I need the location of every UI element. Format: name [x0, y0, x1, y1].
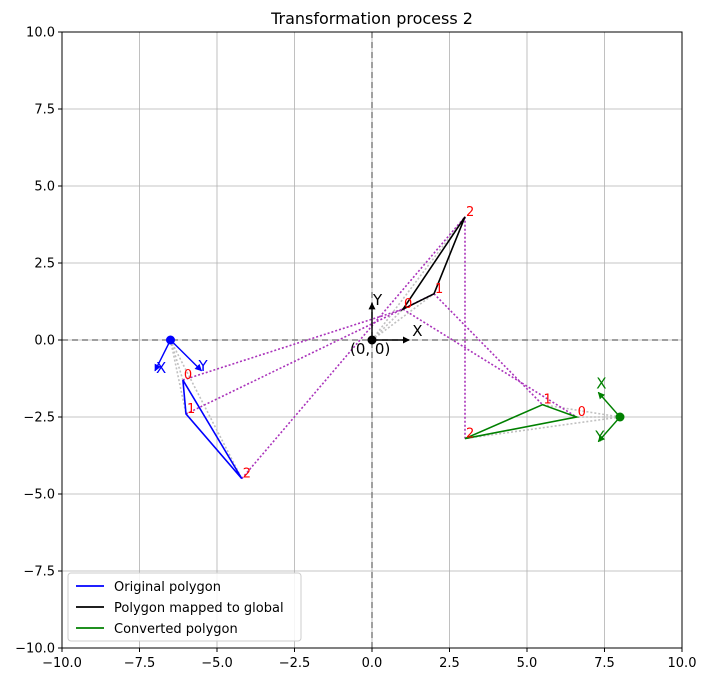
correspondence-line — [241, 216, 466, 480]
y-tick-label: 10.0 — [26, 26, 55, 41]
frame-x-arrow — [597, 391, 621, 418]
y-tick-label: 5.0 — [34, 180, 55, 195]
correspondence-line — [182, 308, 404, 381]
correspondence-line — [185, 293, 435, 415]
correspondence-line — [433, 293, 544, 406]
polygon-series-2 — [464, 403, 580, 440]
origin-link-line — [169, 339, 243, 479]
origin-link-line — [371, 216, 466, 341]
frame-y-label: Y — [372, 291, 383, 309]
frame-y-arrow — [597, 416, 621, 443]
frame-origin-point — [615, 412, 625, 422]
frame-y-label: Y — [198, 357, 209, 375]
x-tick-label: 5.0 — [517, 656, 538, 671]
frame-origin-point — [166, 335, 175, 345]
vertex-label: 0 — [578, 405, 586, 420]
polygon-series-1 — [400, 216, 466, 312]
legend-box — [67, 572, 302, 642]
origin-link-line — [542, 403, 621, 418]
y-tick-label: −5.0 — [23, 488, 55, 503]
x-tick-label: −7.5 — [124, 656, 156, 671]
origin-link-line — [169, 339, 187, 415]
y-tick-label: −7.5 — [23, 565, 55, 580]
frame-x-arrow — [154, 339, 172, 372]
vertex-label: 1 — [435, 282, 443, 297]
origin-label: (0, 0) — [350, 340, 390, 358]
frame-x-label: X — [412, 322, 422, 340]
vertex-label: 0 — [404, 297, 412, 312]
vertex-label: 1 — [187, 402, 195, 417]
x-tick-label: 2.5 — [439, 656, 460, 671]
y-tick-label: 0.0 — [34, 334, 55, 349]
legend-entry-label: Original polygon — [114, 580, 221, 595]
x-tick-label: 0.0 — [362, 656, 383, 671]
vertex-label: 2 — [243, 467, 251, 482]
chart-title: Transformation process 2 — [270, 9, 473, 28]
frame-x-label: X — [596, 374, 606, 392]
legend-entry-label: Polygon mapped to global — [114, 601, 284, 616]
vertex-label: 0 — [184, 368, 192, 383]
frame-y-arrow — [170, 339, 202, 372]
vertex-label: 2 — [466, 205, 474, 220]
origin-link-line — [169, 339, 184, 381]
y-tick-label: 7.5 — [34, 103, 55, 118]
x-tick-label: −10.0 — [42, 656, 82, 671]
legend-entry-label: Converted polygon — [114, 622, 238, 637]
y-tick-label: −2.5 — [23, 411, 55, 426]
origin-link-line — [371, 293, 435, 341]
x-tick-label: 10.0 — [668, 656, 697, 671]
frame-x-label: X — [156, 359, 166, 377]
frame-origin-point — [367, 335, 377, 345]
y-tick-label: 2.5 — [34, 257, 55, 272]
polygon-series-0 — [182, 379, 243, 480]
x-tick-label: 7.5 — [594, 656, 615, 671]
origin-link-line — [371, 308, 404, 341]
x-tick-label: −5.0 — [201, 656, 233, 671]
vertex-label: 1 — [544, 393, 552, 408]
y-tick-label: −10.0 — [15, 642, 55, 657]
x-tick-label: −2.5 — [279, 656, 311, 671]
frame-y-label: Y — [594, 428, 605, 446]
vertex-label: 2 — [466, 427, 474, 442]
